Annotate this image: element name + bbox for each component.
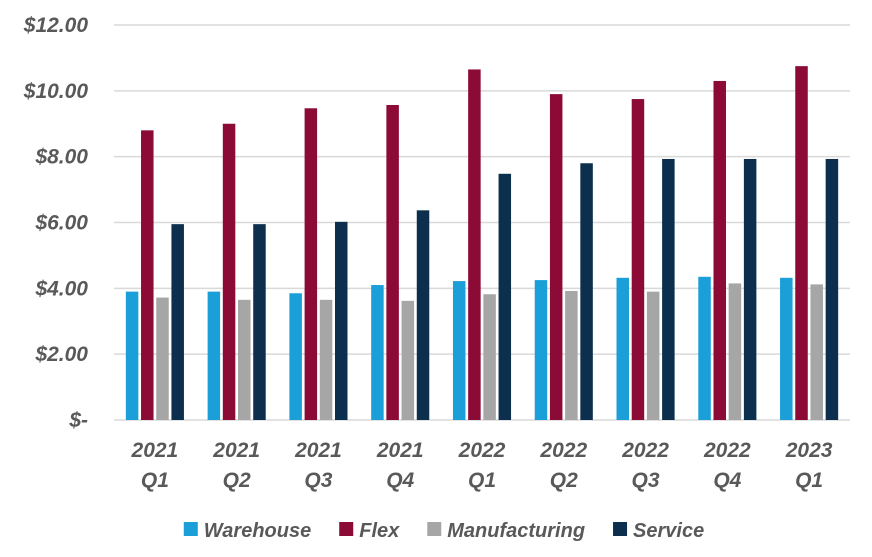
x-tick-label-year: 2021 [131, 439, 179, 462]
bar-flex [222, 123, 236, 420]
bar-service [416, 210, 430, 420]
bar-warehouse [371, 285, 384, 420]
x-tick-label-year: 2021 [294, 439, 342, 462]
x-tick-label-year: 2022 [621, 439, 669, 462]
x-tick-label-quarter: Q1 [141, 469, 169, 492]
bar-manufacturing [238, 299, 251, 420]
y-tick-label: $12.00 [23, 14, 89, 37]
bar-flex [631, 99, 645, 420]
legend-swatch-warehouse [183, 522, 198, 536]
bar-manufacturing [728, 283, 742, 420]
x-tick-label-quarter: Q2 [550, 469, 578, 492]
bar-service [743, 158, 757, 421]
legend-label: Service [633, 520, 704, 542]
x-tick-label-year: 2023 [785, 439, 833, 462]
bar-flex [713, 80, 726, 420]
bar-service [498, 173, 512, 420]
x-tick-label-year: 2022 [458, 439, 506, 462]
bar-flex [468, 69, 481, 420]
x-tick-label-year: 2021 [212, 439, 260, 462]
y-axis-labels: $- $2.00 $4.00 $6.00 $8.00 $10.00 $12.00 [23, 14, 89, 432]
bar-manufacturing [646, 291, 660, 420]
bar-flex [795, 66, 808, 420]
x-tick-label-year: 2021 [376, 439, 424, 462]
legend-label: Manufacturing [447, 520, 585, 542]
bar-warehouse [452, 281, 466, 420]
x-axis-labels: 2021 Q1 2021 Q2 2021 Q3 2021 Q4 2022 Q1 2022 Q2 2022… [131, 439, 833, 492]
bars [125, 66, 839, 421]
legend-swatch-service [613, 522, 628, 536]
bar-flex [141, 130, 154, 421]
bar-warehouse [616, 277, 630, 420]
x-tick-label-quarter: Q4 [386, 469, 414, 492]
bar-flex [304, 108, 318, 420]
y-tick-label: $2.00 [34, 343, 88, 366]
bar-service [253, 224, 266, 420]
bar-warehouse [207, 291, 221, 420]
x-tick-label-quarter: Q4 [713, 469, 741, 492]
y-tick-label: $- [68, 409, 88, 432]
bar-service [580, 163, 593, 420]
bar-warehouse [698, 276, 711, 420]
x-tick-label-quarter: Q1 [468, 469, 496, 492]
y-tick-label: $6.00 [34, 212, 88, 235]
bar-manufacturing [156, 297, 169, 420]
legend-label: Warehouse [204, 520, 311, 542]
bar-manufacturing [319, 299, 333, 420]
bar-manufacturing [810, 284, 823, 420]
legend-swatch-manufacturing [427, 522, 442, 536]
x-tick-label-quarter: Q3 [304, 469, 332, 492]
bar-manufacturing [483, 294, 496, 420]
y-tick-label: $4.00 [34, 277, 88, 300]
bar-service [171, 224, 184, 420]
bar-warehouse [289, 293, 302, 420]
bar-flex [386, 104, 399, 421]
legend-swatch-flex [339, 522, 354, 536]
bar-warehouse [125, 291, 139, 420]
bar-warehouse [780, 277, 793, 420]
bar-service [825, 158, 839, 421]
legend-label: Flex [359, 520, 400, 542]
y-tick-label: $10.00 [23, 80, 89, 103]
x-tick-label-quarter: Q3 [632, 469, 660, 492]
bar-service [662, 158, 675, 421]
y-tick-label: $8.00 [34, 146, 88, 169]
x-tick-label-year: 2022 [703, 439, 751, 462]
gridlines [114, 24, 850, 421]
bar-manufacturing [565, 290, 578, 420]
bar-flex [549, 94, 563, 420]
x-tick-label-quarter: Q1 [795, 469, 823, 492]
x-tick-label-quarter: Q2 [223, 469, 251, 492]
bar-warehouse [534, 280, 548, 420]
x-tick-label-year: 2022 [539, 439, 587, 462]
legend: Warehouse Flex Manufacturing Service [183, 520, 704, 542]
bar-service [334, 221, 348, 420]
bar-manufacturing [401, 300, 415, 420]
